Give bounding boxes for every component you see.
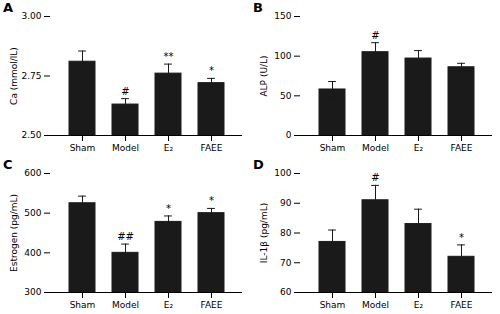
svg-text:#: # <box>371 30 379 41</box>
svg-text:E₂: E₂ <box>164 143 174 153</box>
svg-text:E₂: E₂ <box>414 300 424 310</box>
svg-text:*: * <box>459 232 464 243</box>
svg-text:#: # <box>371 172 379 183</box>
svg-text:80: 80 <box>280 228 292 238</box>
svg-text:600: 600 <box>24 168 41 178</box>
svg-text:Sham: Sham <box>70 300 96 310</box>
svg-text:3.00: 3.00 <box>21 11 41 21</box>
html-text:B: B <box>253 0 263 15</box>
svg-text:100: 100 <box>274 51 291 61</box>
svg-text:FAEE: FAEE <box>451 300 473 310</box>
svg-text:300: 300 <box>24 287 41 297</box>
svg-text:**: ** <box>164 51 174 62</box>
svg-text:500: 500 <box>24 208 41 218</box>
svg-text:Ca (mmol/lL): Ca (mmol/lL) <box>9 47 19 105</box>
svg-text:150: 150 <box>274 11 291 21</box>
svg-text:100: 100 <box>274 168 291 178</box>
svg-text:#: # <box>121 86 129 97</box>
svg-text:Model: Model <box>362 143 389 153</box>
svg-text:Model: Model <box>362 300 389 310</box>
svg-text:Sham: Sham <box>320 300 346 310</box>
svg-text:##: ## <box>117 231 134 242</box>
svg-text:2.50: 2.50 <box>21 130 41 140</box>
svg-text:ALP (U/L): ALP (U/L) <box>259 55 269 96</box>
svg-text:FAEE: FAEE <box>201 143 223 153</box>
svg-text:60: 60 <box>280 287 292 297</box>
svg-text:Sham: Sham <box>70 143 96 153</box>
html-text:A: A <box>3 0 14 15</box>
svg-text:E₂: E₂ <box>164 300 174 310</box>
svg-text:Model: Model <box>112 143 139 153</box>
svg-text:*: * <box>209 65 214 76</box>
svg-text:E₂: E₂ <box>414 143 424 153</box>
svg-text:90: 90 <box>280 198 292 208</box>
svg-text:400: 400 <box>24 248 41 258</box>
svg-text:50: 50 <box>280 91 292 101</box>
svg-text:IL-1β (pg/mL): IL-1β (pg/mL) <box>259 203 269 263</box>
svg-text:Estrogen (pg/mL): Estrogen (pg/mL) <box>9 194 19 272</box>
svg-text:2.75: 2.75 <box>21 71 41 81</box>
html-text:D: D <box>253 157 264 172</box>
svg-text:FAEE: FAEE <box>451 143 473 153</box>
svg-text:*: * <box>166 203 171 214</box>
svg-text:70: 70 <box>280 258 292 268</box>
svg-text:0: 0 <box>286 130 292 140</box>
svg-text:Model: Model <box>112 300 139 310</box>
svg-text:Sham: Sham <box>320 143 346 153</box>
svg-text:FAEE: FAEE <box>201 300 223 310</box>
svg-text:*: * <box>209 195 214 206</box>
html-text:C: C <box>3 157 13 172</box>
